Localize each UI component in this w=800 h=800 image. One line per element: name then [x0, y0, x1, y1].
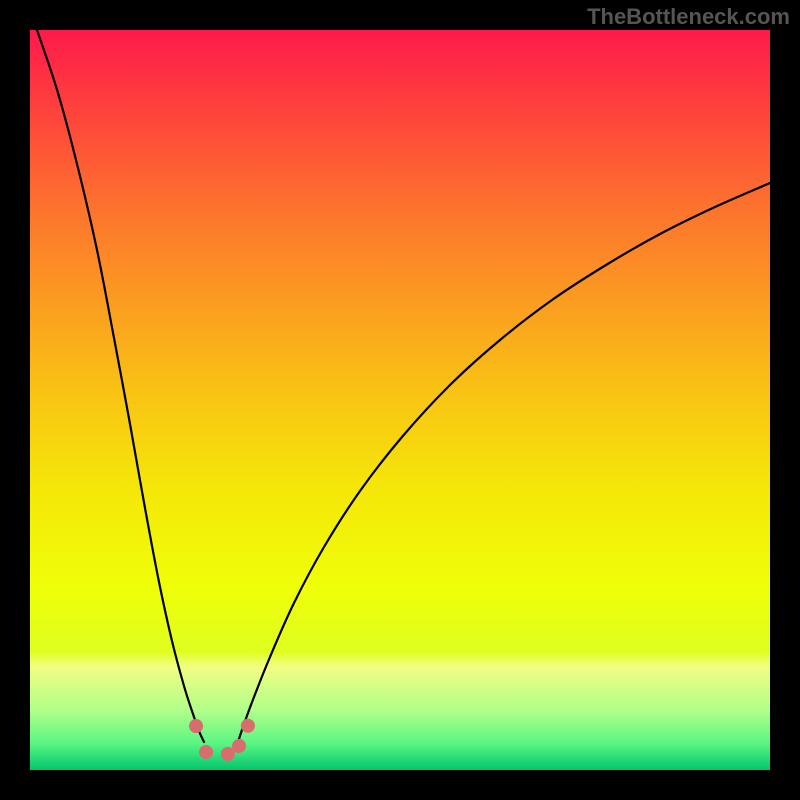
curves-layer	[30, 30, 770, 770]
watermark-text: TheBottleneck.com	[587, 4, 790, 30]
chart-container: TheBottleneck.com	[0, 0, 800, 800]
curve-left	[37, 30, 204, 742]
plot-area	[30, 30, 770, 770]
floor-marker-bottom	[206, 752, 236, 754]
curve-right	[238, 183, 770, 742]
